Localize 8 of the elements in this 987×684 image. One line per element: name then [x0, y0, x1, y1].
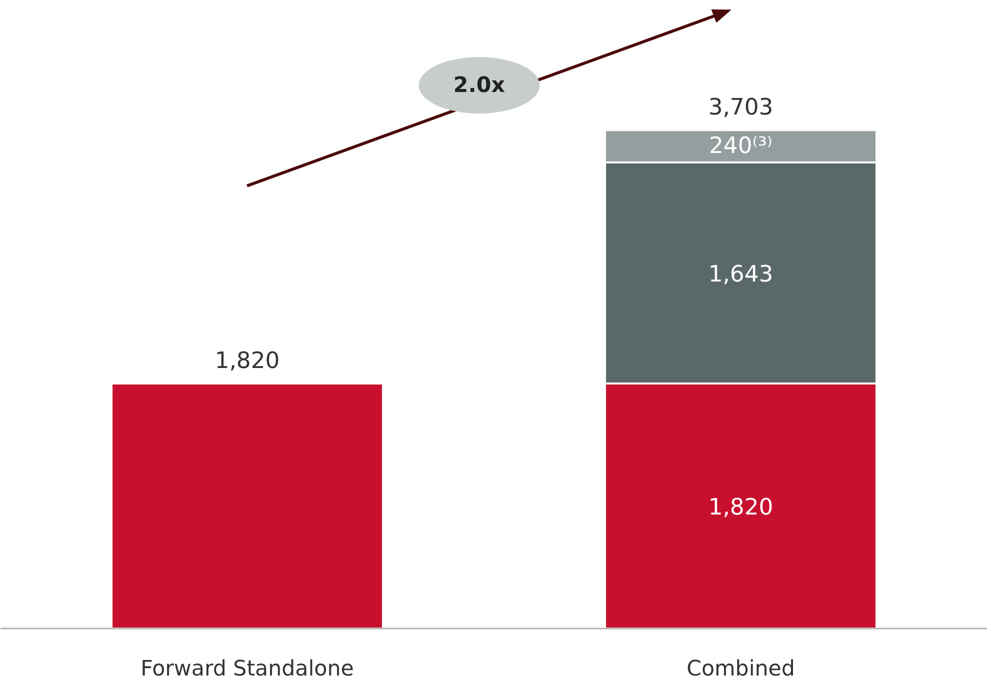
- data-label: 240⁽³⁾: [709, 133, 772, 160]
- total-label: 1,820: [214, 348, 280, 374]
- data-label: 1,820: [708, 494, 774, 521]
- x-tick-label: Combined: [686, 656, 795, 682]
- x-tick-label: Forward Standalone: [140, 656, 354, 682]
- text: 2.0x: [453, 72, 506, 98]
- data-label: 1,643: [708, 261, 774, 288]
- total-label: 3,703: [708, 94, 774, 120]
